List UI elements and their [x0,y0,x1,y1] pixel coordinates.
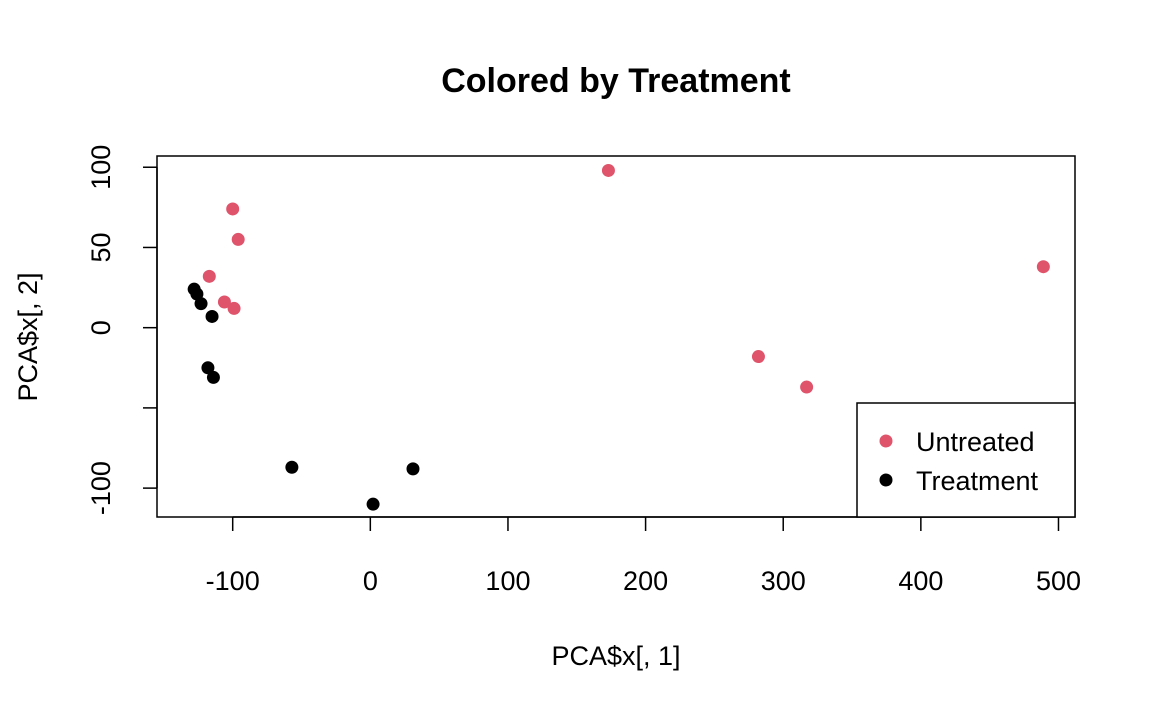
y-axis-label: PCA$x[, 2] [13,272,43,401]
x-tick-label: 500 [1036,566,1081,596]
point-untreated [217,295,231,309]
point-treatment [205,309,219,323]
point-untreated [1036,260,1050,274]
chart-title: Colored by Treatment [441,62,791,100]
legend-marker-treatment [879,473,893,487]
legend: Untreated Treatment [856,402,1076,518]
point-untreated [226,202,240,216]
x-tick-label: 100 [485,566,530,596]
legend-marker-untreated [879,434,893,448]
x-tick-label: 300 [761,566,806,596]
point-treatment [194,297,208,311]
point-untreated [800,380,814,394]
x-tick-label: -100 [206,566,260,596]
y-tick-label: 50 [86,232,116,262]
y-tick-label: -100 [86,461,116,515]
legend-box [856,402,1076,518]
legend-label-untreated: Untreated [916,427,1035,457]
x-axis-label: PCA$x[, 1] [551,641,680,671]
x-tick-label: 0 [363,566,378,596]
x-axis: -100 0 100 200 300 400 500 [206,516,1081,596]
point-untreated [601,163,615,177]
y-tick-label: 0 [86,320,116,335]
y-axis: -100 0 50 100 [86,145,158,515]
point-untreated [202,269,216,283]
x-tick-label: 200 [623,566,668,596]
point-treatment [201,361,215,375]
point-untreated [751,350,765,364]
y-tick-label: 100 [86,145,116,190]
point-treatment [285,460,299,474]
point-untreated [231,232,245,246]
legend-label-treatment: Treatment [916,466,1039,496]
point-untreated [227,301,241,315]
x-tick-label: 400 [898,566,943,596]
data-points [187,163,1050,511]
point-treatment [366,497,380,511]
point-treatment [206,370,220,384]
point-treatment [406,462,420,476]
